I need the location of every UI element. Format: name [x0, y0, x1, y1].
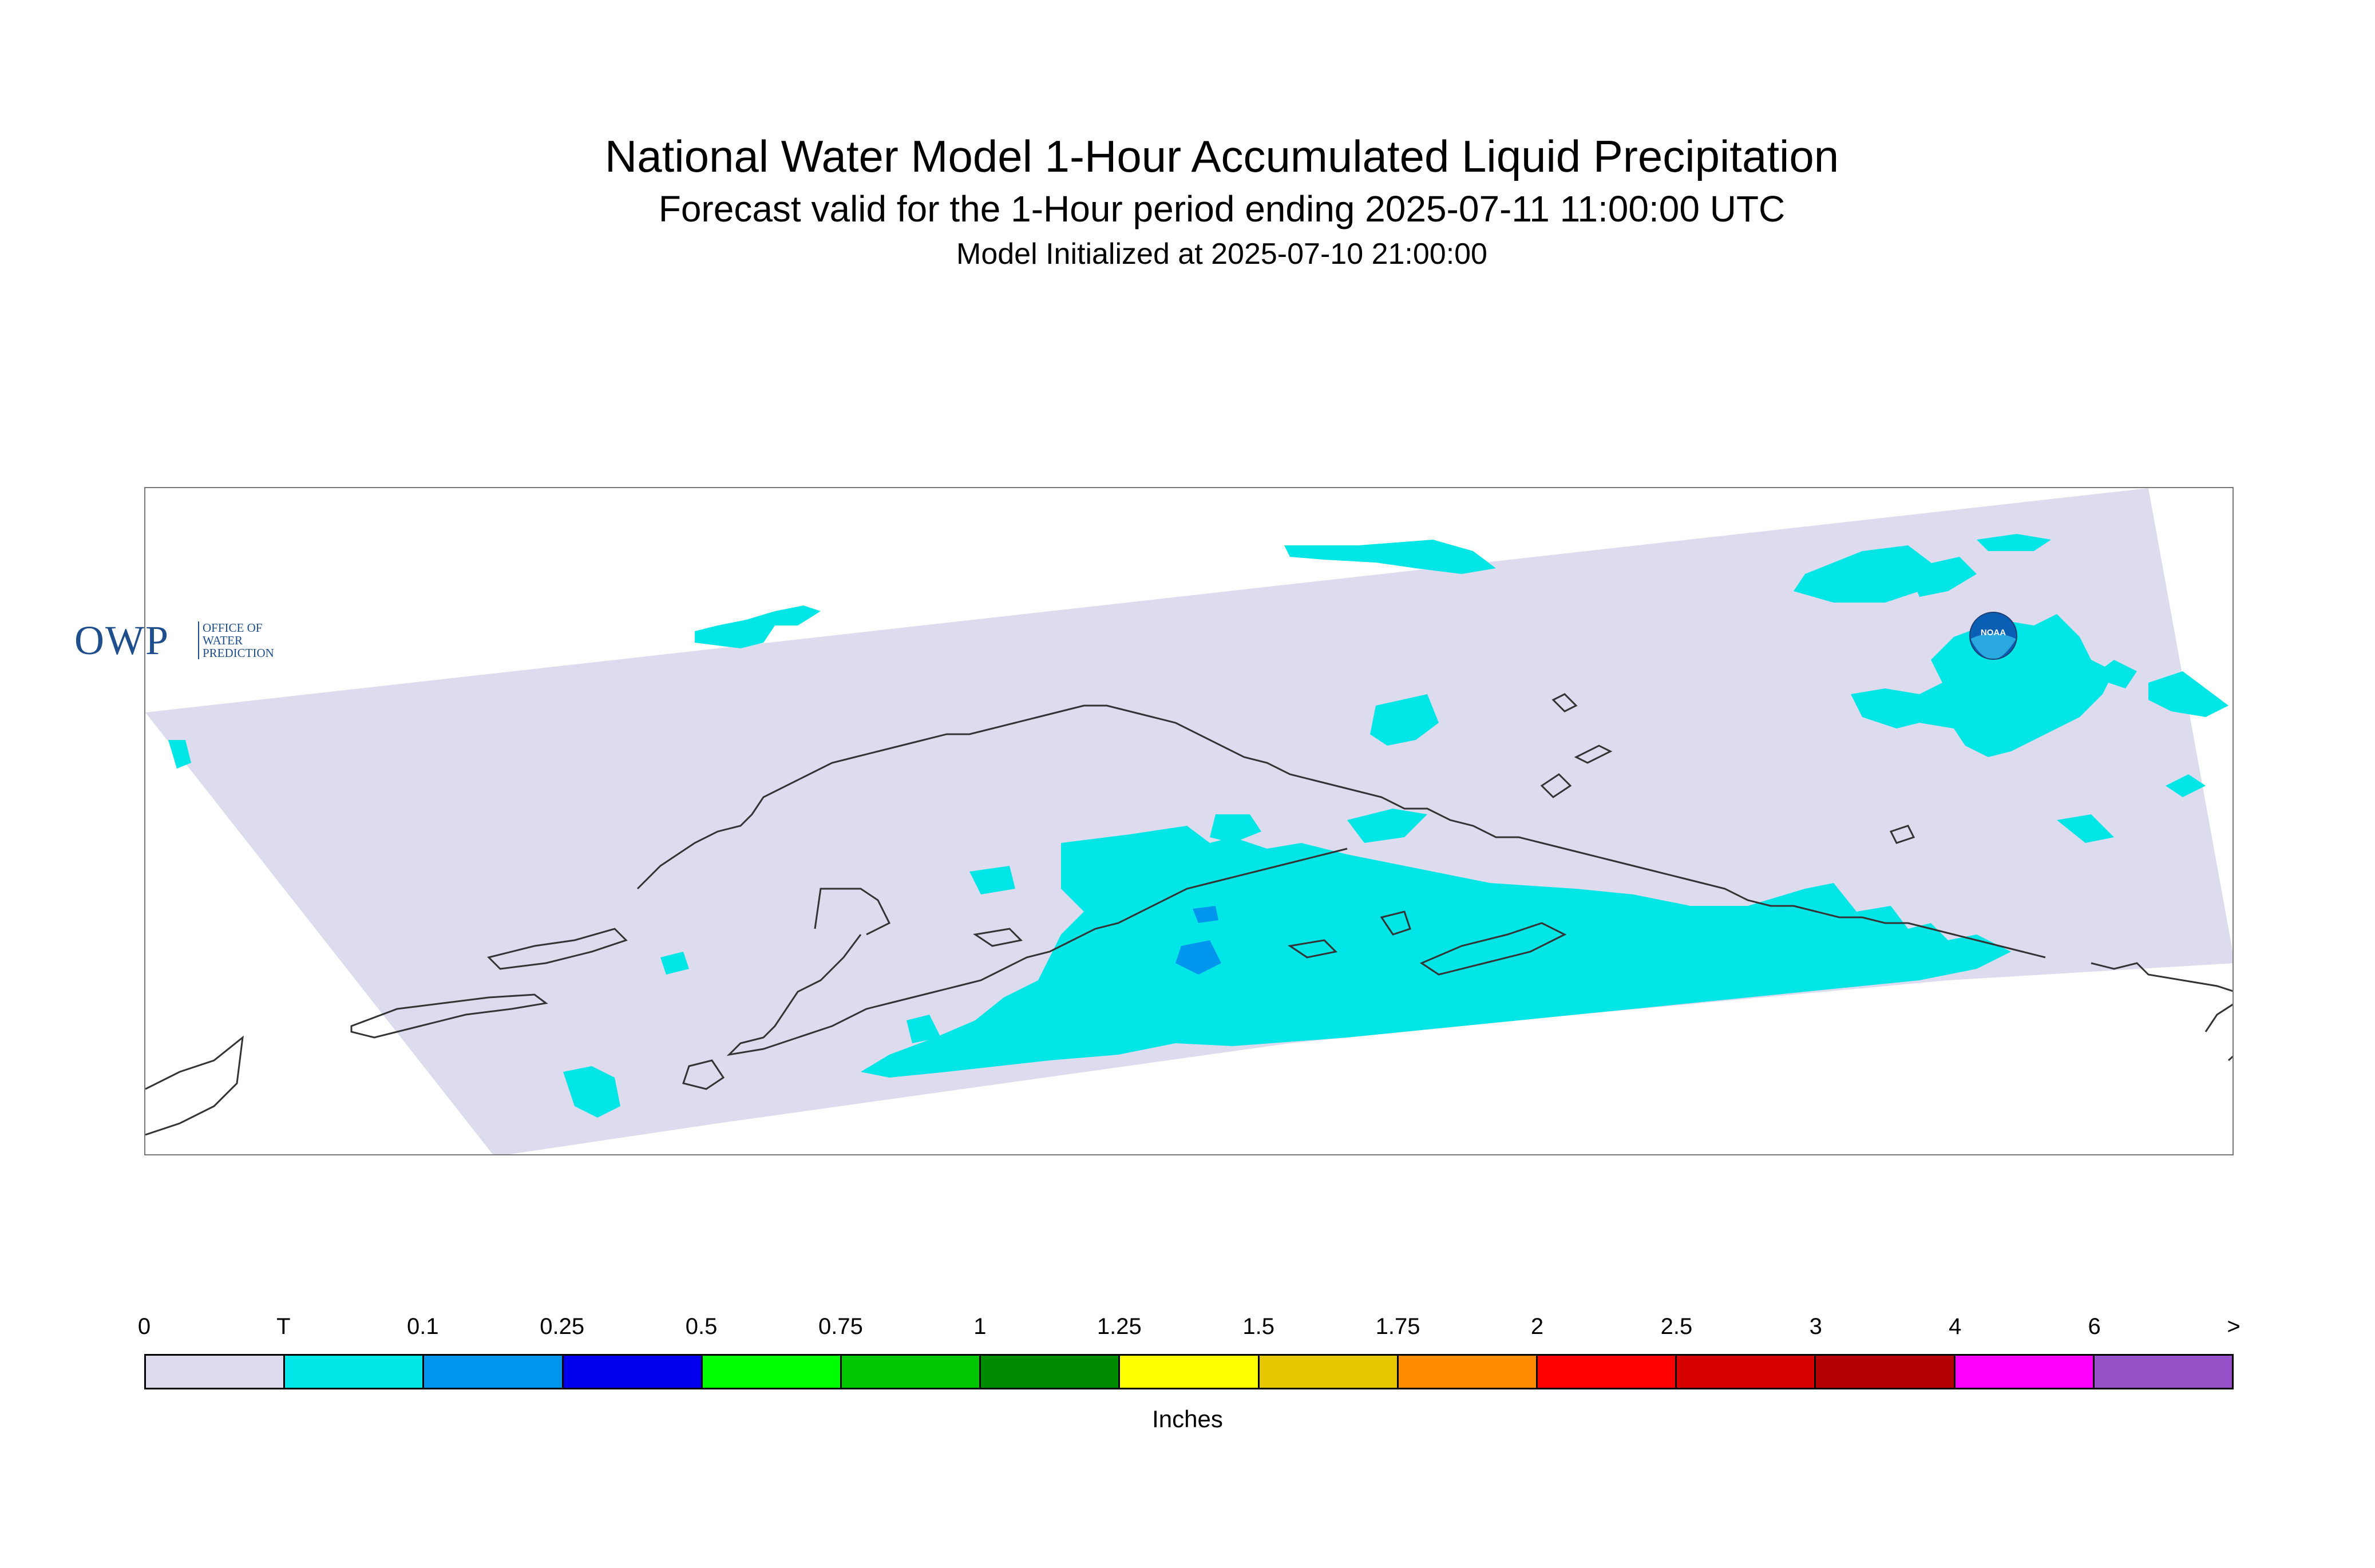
colorbar-tick-label: >: [2227, 1314, 2241, 1339]
colorbar-tick-label: 4: [1949, 1314, 1962, 1339]
owp-logo-text: OWP: [74, 617, 169, 663]
colorbar-tick-label: 1.25: [1097, 1314, 1142, 1339]
colorbar-segment: [1816, 1356, 1956, 1388]
svg-text:NOAA: NOAA: [1981, 628, 2006, 638]
colorbar-segment: [1120, 1356, 1260, 1388]
owp-logo-subtext: OFFICE OF WATER PREDICTION: [198, 621, 283, 659]
colorbar-tick-label: 2.5: [1660, 1314, 1693, 1339]
colorbar-segment: [1538, 1356, 1677, 1388]
coastlines: [145, 693, 2232, 1136]
colorbar-units: Inches: [1152, 1405, 1223, 1432]
colorbar-tick-label: 0.5: [685, 1314, 718, 1339]
colorbar-segment: [1259, 1356, 1399, 1388]
colorbar: [144, 1354, 2234, 1389]
colorbar-tick-label: 0.25: [540, 1314, 585, 1339]
colorbar-segment: [563, 1356, 703, 1388]
colorbar-segment: [981, 1356, 1121, 1388]
colorbar-tick-label: 0.1: [406, 1314, 439, 1339]
colorbar-tick-label: 0: [137, 1314, 151, 1339]
colorbar-segment: [842, 1356, 981, 1388]
colorbar-segment: [1955, 1356, 2095, 1388]
colorbar-segment: [424, 1356, 564, 1388]
precipitation-map: [144, 487, 2234, 1155]
colorbar-segment: [1398, 1356, 1538, 1388]
light-precip-areas: [1175, 906, 1221, 975]
map-subtitle: Forecast valid for the 1-Hour period end…: [658, 188, 1786, 229]
colorbar-tick-labels: 0 T 0.1 0.25 0.5 0.75 1 1.25 1.5 1.75 2 2.5 3 4 6 >: [138, 1314, 2241, 1343]
colorbar-tick-label: 1.5: [1242, 1314, 1274, 1339]
colorbar-segment: [2094, 1356, 2232, 1388]
colorbar-tick-label: 6: [2088, 1314, 2101, 1339]
colorbar-tick-label: 2: [1530, 1314, 1544, 1339]
colorbar-tick-label: 3: [1809, 1314, 1822, 1339]
colorbar-segment: [702, 1356, 842, 1388]
colorbar-tick-label: 0.75: [818, 1314, 863, 1339]
model-init-time: Model Initialized at 2025-07-10 21:00:00: [956, 237, 1487, 271]
map-canvas: [145, 488, 2232, 1154]
colorbar-tick-label: 1.75: [1375, 1314, 1420, 1339]
colorbar-tick-label: T: [276, 1314, 291, 1339]
colorbar-segment: [285, 1356, 425, 1388]
colorbar-segment: [1677, 1356, 1816, 1388]
colorbar-tick-label: 1: [973, 1314, 987, 1339]
trace-precip-areas: [168, 534, 2228, 1118]
noaa-logo-icon: NOAA: [1969, 612, 2017, 660]
colorbar-segment: [146, 1356, 286, 1388]
map-title: National Water Model 1-Hour Accumulated …: [604, 131, 1839, 181]
